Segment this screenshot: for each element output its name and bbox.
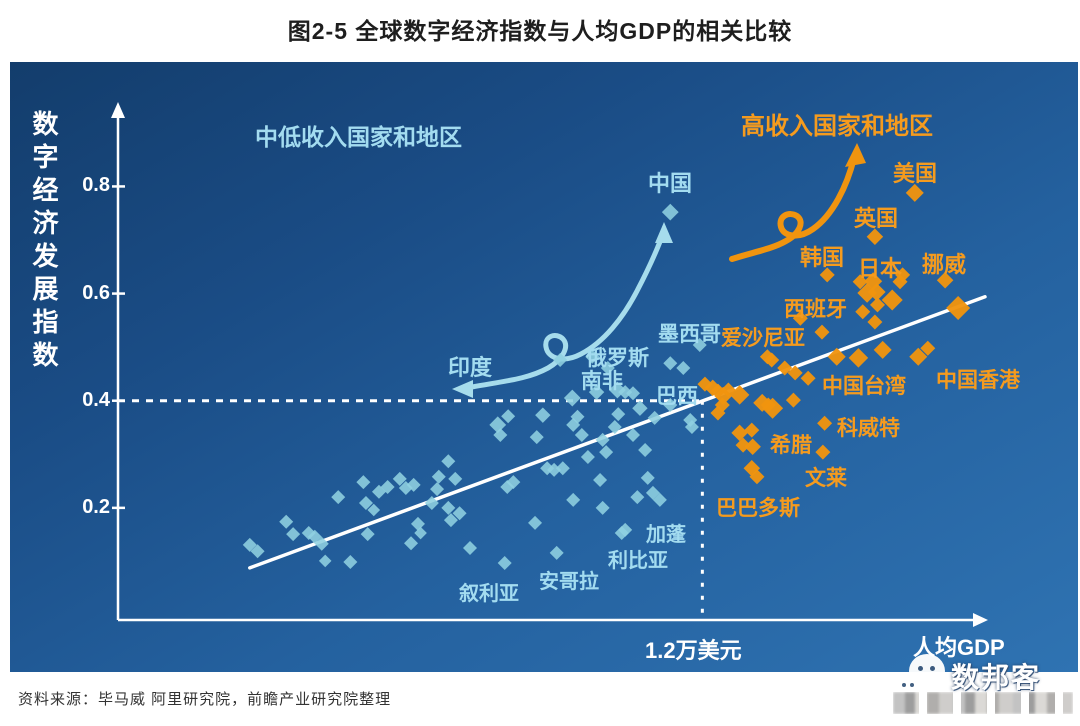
country-label: 中国香港 xyxy=(936,369,1020,392)
country-label: 印度 xyxy=(448,355,493,380)
country-label: 南非 xyxy=(581,370,623,393)
legend-low-income-group: 中低收入国家和地区 xyxy=(255,124,462,150)
country-label: 中国 xyxy=(648,171,693,196)
bubble-eye xyxy=(902,683,906,687)
source-note: 资料来源：毕马威 阿里研究院，前瞻产业研究院整理 xyxy=(18,691,392,708)
country-label: 俄罗斯 xyxy=(586,347,649,370)
country-label: 叙利亚 xyxy=(459,583,519,605)
watermark-logo: 数邦客 xyxy=(893,648,1073,718)
country-label: 西班牙 xyxy=(784,298,847,321)
page-title: 图2-5 全球数字经济指数与人均GDP的相关比较 xyxy=(287,18,793,44)
country-label: 美国 xyxy=(893,161,938,186)
country-label: 安哥拉 xyxy=(539,571,599,593)
country-label: 加蓬 xyxy=(646,524,686,546)
bubble-eye xyxy=(910,683,914,687)
country-label: 韩国 xyxy=(800,245,845,270)
bubble-eye xyxy=(930,666,935,671)
country-label: 墨西哥 xyxy=(658,323,721,346)
country-label: 巴西 xyxy=(656,385,698,408)
legend-high-income-group: 高收入国家和地区 xyxy=(741,113,933,140)
country-label: 爱沙尼亚 xyxy=(721,327,805,350)
y-tick-label: 0.2 xyxy=(82,495,110,518)
country-label: 中国台湾 xyxy=(822,375,906,398)
bubble-eye xyxy=(918,666,923,671)
x-threshold-label: 1.2万美元 xyxy=(645,638,742,663)
y-tick-label: 0.8 xyxy=(82,174,110,197)
country-label: 文莱 xyxy=(805,467,847,490)
y-tick-label: 0.4 xyxy=(82,388,110,411)
country-label: 利比亚 xyxy=(608,550,668,572)
country-label: 日本 xyxy=(858,256,903,281)
blurred-watermark-strip xyxy=(893,692,1073,714)
country-label: 科威特 xyxy=(837,417,900,440)
country-label: 英国 xyxy=(854,206,899,231)
y-axis-title: 数字经济发展指数 xyxy=(29,110,59,374)
country-label: 挪威 xyxy=(922,252,967,277)
y-tick-label: 0.6 xyxy=(82,281,110,304)
country-label: 希腊 xyxy=(770,434,812,457)
wechat-bubble-icon xyxy=(909,654,945,688)
country-label: 巴巴多斯 xyxy=(716,497,800,520)
watermark-text: 数邦客 xyxy=(951,662,1042,693)
